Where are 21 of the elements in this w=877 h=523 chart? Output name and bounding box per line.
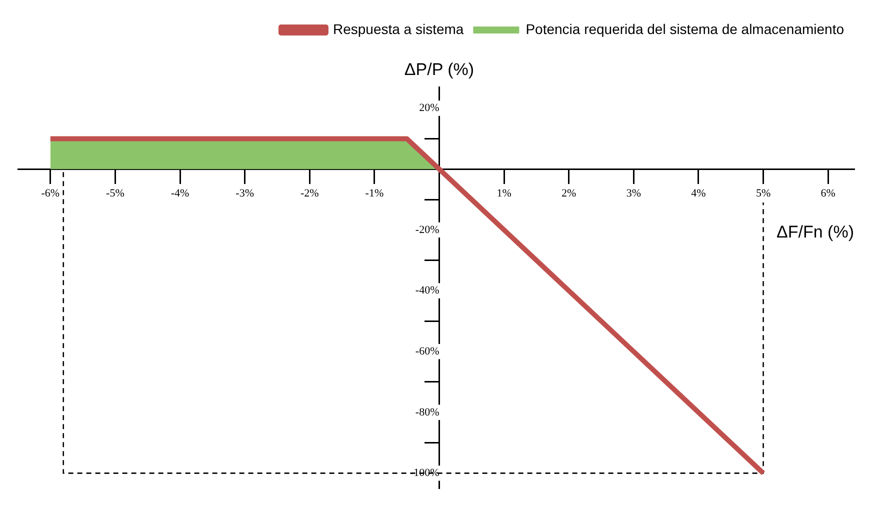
x-axis-title: ΔF/Fn (%) <box>776 222 854 242</box>
x-tick-label: -1% <box>365 188 384 200</box>
legend-label: Potencia requerida del sistema de almacenamiento <box>526 20 844 37</box>
x-tick-label: -3% <box>236 188 254 200</box>
x-tick-label: 2% <box>562 188 576 200</box>
x-tick-label: 5% <box>756 188 771 200</box>
x-tick-label: 1% <box>496 188 512 200</box>
x-tick-label: -6% <box>41 188 60 200</box>
x-tick-label: -2% <box>300 188 319 200</box>
x-tick-label: -5% <box>106 188 124 200</box>
y-tick-label: -40% <box>415 284 440 297</box>
y-axis-title: ΔP/P (%) <box>404 60 474 80</box>
x-tick-label: 4% <box>691 188 706 200</box>
x-tick-label: -4% <box>170 188 190 200</box>
legend-label: Respuesta a sistema <box>332 20 464 37</box>
y-tick-label: -60% <box>415 345 440 358</box>
x-tick-label: 6% <box>820 188 836 200</box>
y-tick-label: -20% <box>415 224 440 236</box>
y-tick-label: 20% <box>419 102 440 114</box>
x-tick-label: 3% <box>626 188 641 200</box>
y-tick-label: -80% <box>415 406 440 418</box>
